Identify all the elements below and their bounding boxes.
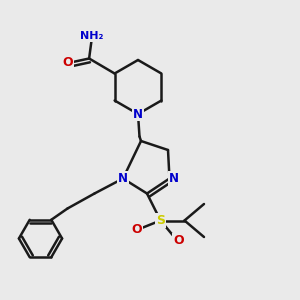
Text: S: S xyxy=(156,214,165,227)
Text: O: O xyxy=(63,56,74,70)
Text: NH₂: NH₂ xyxy=(80,31,104,41)
Text: N: N xyxy=(118,172,128,185)
Text: N: N xyxy=(133,107,143,121)
Text: O: O xyxy=(173,233,184,247)
Text: O: O xyxy=(131,223,142,236)
Text: N: N xyxy=(169,172,179,185)
